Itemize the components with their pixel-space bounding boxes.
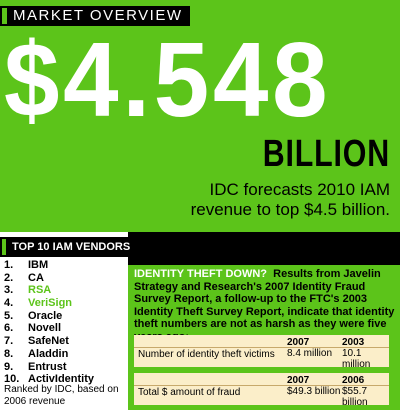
vendors-footnote: Ranked by IDC, based on 2006 revenue [4,384,119,407]
table-label: Total $ amount of fraud [138,387,241,398]
table-divider [134,347,389,348]
vendor-name: Aladdin [28,347,69,360]
identity-theft-intro: IDENTITY THEFT DOWN? Results from Javeli… [134,268,396,343]
hero-panel: MARKET OVERVIEW $4.548 BILLION IDC forec… [0,0,400,232]
list-item: 10. ActivIdentity [4,373,94,386]
headline-amount: $4.548 [4,21,332,139]
list-item: 1. IBM [4,259,94,272]
vendor-rank: 8. [4,347,14,360]
table-value: 8.4 million [287,348,333,359]
table-year: 2006 [342,375,365,386]
vendor-rank: 3. [4,284,14,297]
table-value: $49.3 billion [287,386,341,397]
section-label: MARKET OVERVIEW [13,7,183,24]
vendor-rank: 9. [4,360,14,373]
vendor-name: CA [28,271,44,284]
table-year: 2007 [287,337,310,348]
vendor-rank: 6. [4,322,14,335]
list-item: 4. VeriSign [4,297,94,310]
list-item: 6. Novell [4,322,94,335]
table-value: $55.7 billion [342,386,368,408]
vendor-name: RSA [28,284,52,297]
header-accent [2,8,7,24]
vendor-rank: 5. [4,309,14,322]
table-year: 2007 [287,375,310,386]
list-item: 5. Oracle [4,310,94,323]
vendors-accent [2,239,6,255]
forecast-line-1: IDC forecasts 2010 IAM [209,180,390,199]
headline-unit: BILLION [262,133,390,175]
list-item: 2. CA [4,272,94,285]
vendor-rank: 10. [4,373,20,386]
victims-table: 2007 2003 Number of identity theft victi… [134,335,389,370]
vendors-panel: TOP 10 IAM VENDORS 1. IBM 2. CA 3. RSA 4. Ve… [0,232,131,410]
vendor-rank: 1. [4,259,14,271]
vendor-name: Oracle [28,309,63,322]
list-item: 8. Aladdin [4,348,94,361]
vendor-name: SafeNet [28,335,69,348]
vendors-title: TOP 10 IAM VENDORS [12,241,131,253]
vendor-rank: 7. [4,335,14,348]
vendor-name: Novell [28,322,62,335]
vendor-name: Entrust [28,360,67,373]
fraud-amount-table: 2007 2006 Total $ amount of fraud $49.3 … [134,373,389,408]
table-label: Number of identity theft victims [138,349,275,360]
list-item: 9. Entrust [4,361,94,374]
identity-theft-body: Results from Javelin Strategy and Resear… [134,268,395,343]
vendor-name: VeriSign [28,297,73,310]
vendor-name: IBM [28,259,49,271]
identity-theft-heading: IDENTITY THEFT DOWN? [134,268,268,280]
vendor-name: ActivIdentity [28,373,95,386]
vendors-header: TOP 10 IAM VENDORS [0,237,131,257]
section-header: MARKET OVERVIEW [0,6,190,26]
vendor-rank: 4. [4,297,14,310]
vendors-list: 1. IBM 2. CA 3. RSA 4. VeriSign 5. Oracle 6. N… [4,259,94,386]
list-item: 7. SafeNet [4,335,94,348]
vendor-rank: 2. [4,271,14,284]
forecast-line-2: revenue to top $4.5 billion. [190,200,390,219]
list-item: 3. RSA [4,284,94,297]
identity-theft-panel: IDENTITY THEFT DOWN? Results from Javeli… [128,265,400,410]
table-value: 10.1 million [342,348,371,370]
table-divider [134,385,389,386]
table-year: 2003 [342,337,365,348]
